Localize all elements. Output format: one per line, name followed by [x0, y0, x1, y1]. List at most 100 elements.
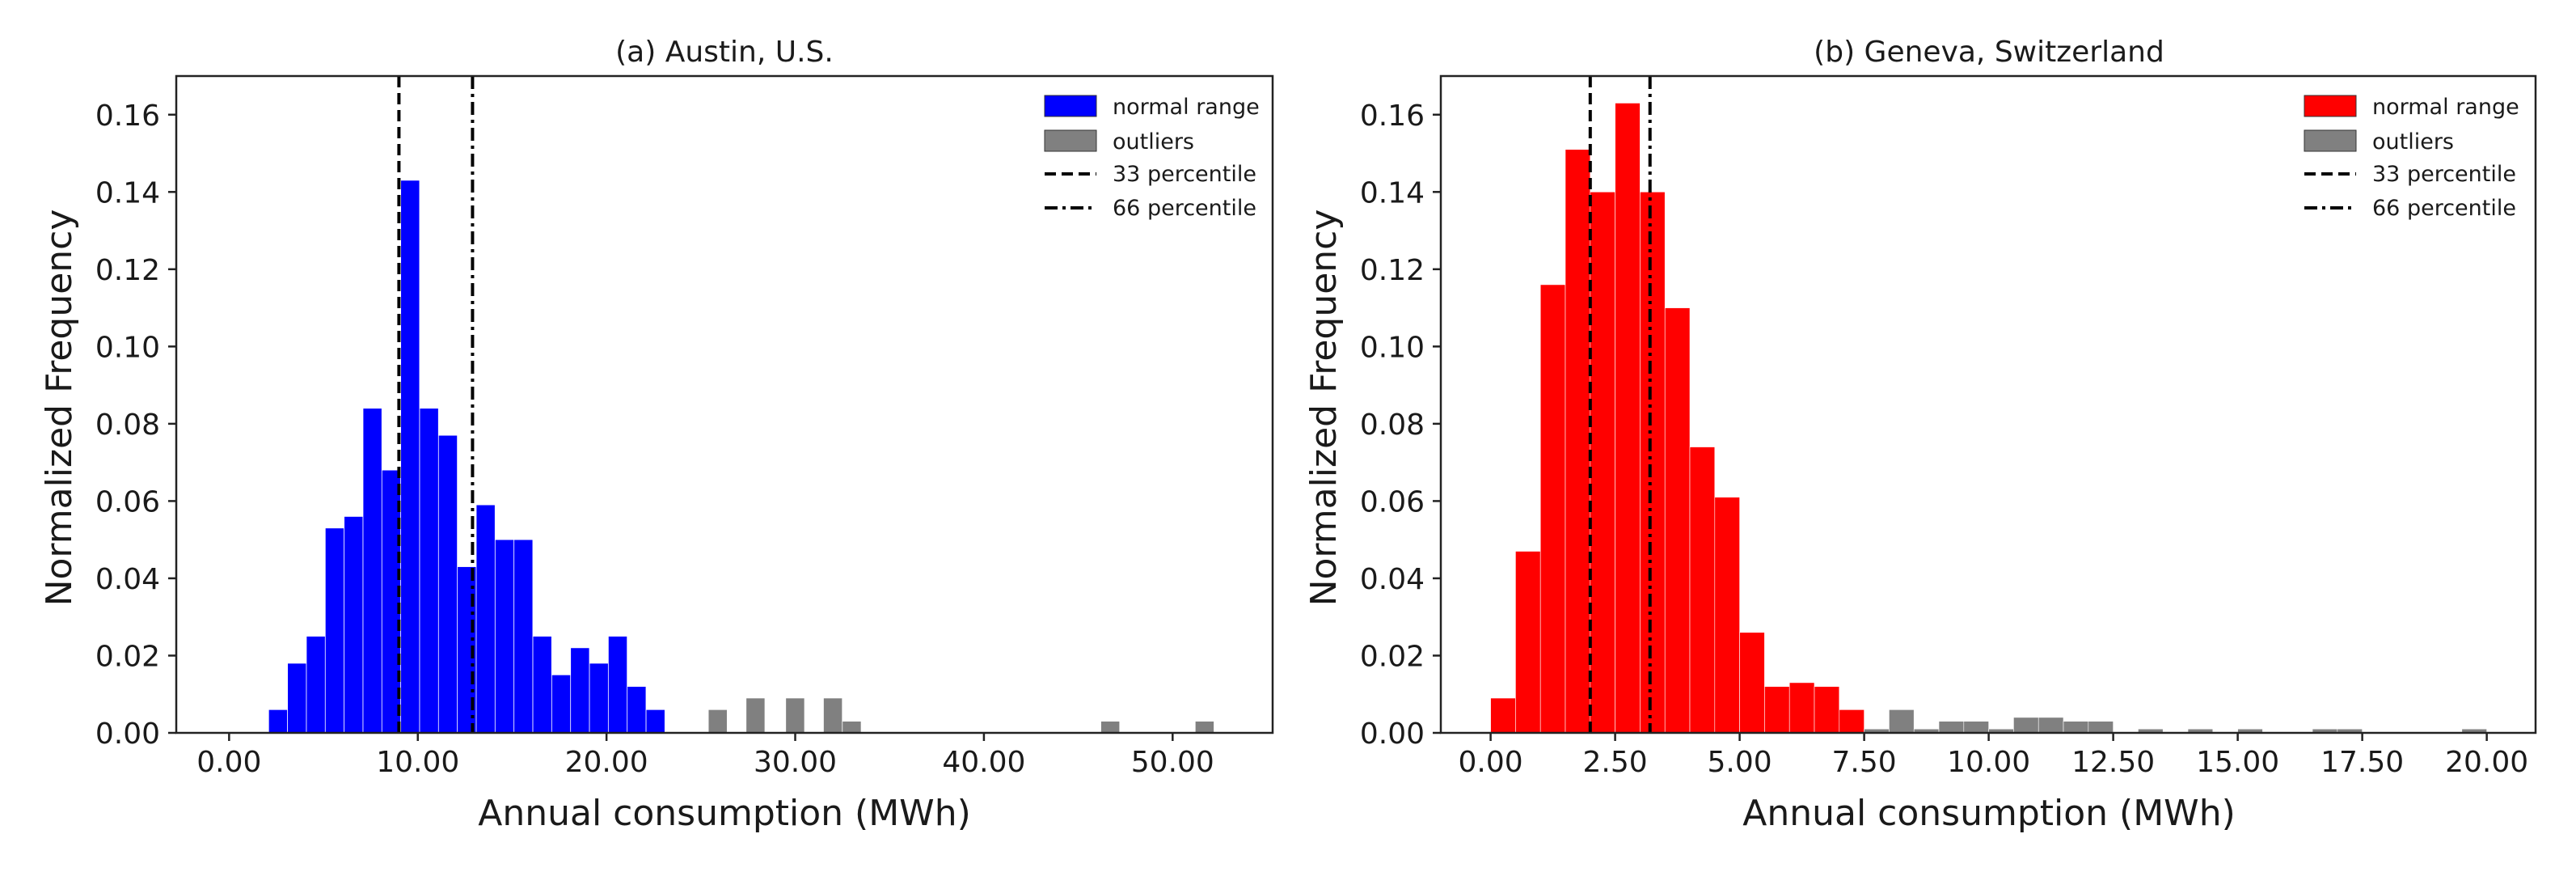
- plot-frame: [1439, 74, 2537, 734]
- x-tick-label: 20.00: [565, 746, 648, 779]
- legend-swatch-outliers: [1044, 129, 1097, 152]
- legend: normal range outliers 33 percentile 66 p…: [1044, 95, 1260, 221]
- legend-label-33: 33 percentile: [1113, 162, 1256, 187]
- y-tick-label: 0.00: [95, 717, 160, 751]
- outlier-bar: [707, 709, 728, 734]
- normal-range-bar: [570, 647, 590, 734]
- normal-range-bar: [1515, 551, 1541, 734]
- y-tick-label: 0.00: [1360, 717, 1425, 751]
- normal-range-bar: [1814, 686, 1840, 734]
- x-axis-label: Annual consumption (MWh): [1742, 793, 2236, 834]
- legend-label-outliers: outliers: [1113, 129, 1194, 155]
- normal-range-bar: [513, 539, 534, 734]
- normal-range-bar: [1764, 686, 1790, 734]
- outlier-bar: [2038, 717, 2064, 734]
- legend-swatch-outliers: [2304, 129, 2357, 152]
- outlier-bar: [1100, 721, 1121, 734]
- normal-range-bar: [475, 504, 496, 734]
- y-tick-label: 0.14: [1360, 176, 1425, 210]
- normal-range-bar: [362, 408, 382, 734]
- y-tick-label: 0.04: [1360, 563, 1425, 596]
- x-tick-label: 30.00: [754, 746, 837, 779]
- normal-range-bar: [400, 180, 420, 734]
- legend-label-outliers: outliers: [2372, 129, 2454, 155]
- normal-range-bar: [645, 709, 665, 734]
- y-tick-label: 0.16: [1360, 99, 1425, 133]
- x-tick-label: 0.00: [196, 746, 261, 779]
- panel-austin: (a) Austin, U.S. Normalized Frequency An…: [39, 36, 1274, 834]
- x-tick-label: 12.50: [2071, 746, 2155, 779]
- outlier-bar: [785, 697, 805, 734]
- x-axis-ticks: 0.00 10.00 20.00 30.00 40.00 50.00: [196, 733, 1214, 779]
- outlier-bar: [823, 697, 842, 734]
- outlier-bar: [842, 721, 862, 734]
- legend-swatch-normal: [2304, 95, 2357, 117]
- normal-range-bar: [1590, 191, 1615, 734]
- x-tick-label: 5.00: [1708, 746, 1772, 779]
- legend-label-33: 33 percentile: [2372, 162, 2516, 187]
- y-tick-label: 0.08: [1360, 408, 1425, 442]
- normal-range-bar: [419, 408, 439, 734]
- normal-range-bar: [1714, 497, 1740, 734]
- x-tick-label: 10.00: [1947, 746, 2030, 779]
- x-tick-label: 17.50: [2321, 746, 2404, 779]
- outlier-bar: [2063, 721, 2089, 734]
- histogram-bars: [1490, 103, 2487, 734]
- normal-range-bar: [589, 662, 609, 734]
- normal-range-bar: [344, 516, 364, 734]
- y-axis-ticks: 0.00 0.02 0.04 0.06 0.08 0.10 0.12 0.14 0.16: [1360, 99, 1441, 751]
- x-tick-label: 50.00: [1131, 746, 1214, 779]
- panel-geneva: (b) Geneva, Switzerland Normalized Frequ…: [1303, 36, 2537, 834]
- normal-range-bar: [1839, 709, 1864, 734]
- normal-range-bar: [1539, 284, 1566, 734]
- legend-label-normal: normal range: [2372, 95, 2519, 120]
- x-tick-label: 7.50: [1832, 746, 1897, 779]
- normal-range-bar: [1615, 103, 1641, 734]
- legend-label-66: 66 percentile: [2372, 196, 2516, 221]
- normal-range-bar: [325, 527, 344, 734]
- outlier-bar: [1195, 721, 1214, 734]
- normal-range-bar: [1788, 682, 1815, 734]
- normal-range-bar: [306, 636, 326, 734]
- y-tick-label: 0.08: [95, 408, 160, 442]
- outlier-bar: [1963, 721, 1989, 734]
- x-tick-label: 15.00: [2196, 746, 2279, 779]
- x-tick-label: 20.00: [2445, 746, 2528, 779]
- y-axis-label: Normalized Frequency: [39, 210, 80, 607]
- y-axis-ticks: 0.00 0.02 0.04 0.06 0.08 0.10 0.12 0.14 0.16: [95, 99, 176, 751]
- y-tick-label: 0.16: [95, 99, 160, 133]
- x-tick-label: 0.00: [1459, 746, 1523, 779]
- normal-range-bar: [1640, 191, 1666, 734]
- x-axis-label: Annual consumption (MWh): [478, 793, 971, 834]
- normal-range-bar: [438, 434, 458, 734]
- y-tick-label: 0.10: [1360, 331, 1425, 364]
- y-tick-label: 0.06: [95, 485, 160, 519]
- normal-range-bar: [495, 539, 514, 734]
- y-tick-label: 0.06: [1360, 485, 1425, 519]
- plot-frame: [175, 74, 1274, 734]
- normal-range-bar: [1490, 697, 1516, 734]
- chart-title: (b) Geneva, Switzerland: [1814, 36, 2164, 69]
- y-tick-label: 0.12: [95, 254, 160, 287]
- normal-range-bar: [532, 636, 552, 734]
- normal-range-bar: [1689, 447, 1716, 734]
- outlier-bar: [2013, 717, 2039, 734]
- y-tick-label: 0.12: [1360, 254, 1425, 287]
- legend: normal range outliers 33 percentile 66 p…: [2304, 95, 2519, 221]
- normal-range-bar: [287, 662, 307, 734]
- x-tick-label: 40.00: [942, 746, 1025, 779]
- normal-range-bar: [1565, 149, 1591, 734]
- outlier-bar: [1938, 721, 1965, 734]
- chart-title: (a) Austin, U.S.: [615, 36, 834, 69]
- legend-swatch-normal: [1044, 95, 1097, 117]
- normal-range-bar: [1664, 307, 1691, 734]
- y-tick-label: 0.10: [95, 331, 160, 364]
- x-tick-label: 10.00: [376, 746, 459, 779]
- percentile-lines: [1588, 76, 1652, 733]
- y-axis-label: Normalized Frequency: [1303, 210, 1345, 607]
- y-tick-label: 0.04: [95, 563, 160, 596]
- x-tick-label: 2.50: [1583, 746, 1648, 779]
- outlier-bar: [2088, 721, 2114, 734]
